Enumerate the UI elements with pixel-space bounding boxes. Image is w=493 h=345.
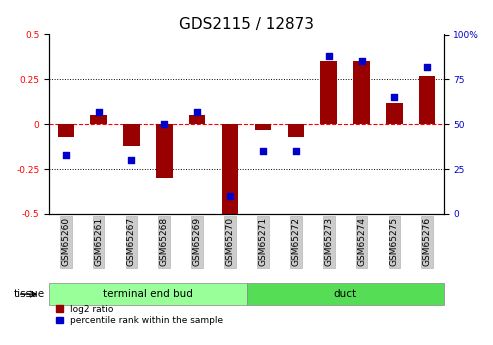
Bar — [189, 115, 206, 124]
Point — [160, 121, 168, 127]
Bar — [222, 124, 238, 217]
Text: GSM65275: GSM65275 — [390, 217, 399, 266]
Text: GSM65271: GSM65271 — [258, 217, 267, 266]
Text: GSM65274: GSM65274 — [357, 217, 366, 266]
Point — [95, 109, 103, 115]
Point — [259, 148, 267, 154]
Point — [62, 152, 70, 157]
Bar — [419, 76, 435, 124]
Bar — [386, 103, 403, 124]
Text: GSM65276: GSM65276 — [423, 217, 432, 266]
Point — [357, 59, 365, 64]
Point — [292, 148, 300, 154]
Point — [325, 53, 333, 59]
Text: tissue: tissue — [13, 289, 44, 299]
Point — [423, 64, 431, 70]
Point — [390, 95, 398, 100]
Bar — [90, 115, 107, 124]
Point — [128, 157, 136, 163]
Title: GDS2115 / 12873: GDS2115 / 12873 — [179, 17, 314, 32]
Point — [226, 193, 234, 199]
Text: terminal end bud: terminal end bud — [103, 289, 193, 299]
Text: GSM65261: GSM65261 — [94, 217, 103, 266]
Point — [193, 109, 201, 115]
Text: duct: duct — [334, 289, 356, 299]
Text: GSM65270: GSM65270 — [226, 217, 235, 266]
Text: GSM65273: GSM65273 — [324, 217, 333, 266]
Text: GSM65268: GSM65268 — [160, 217, 169, 266]
Bar — [123, 124, 140, 146]
Bar — [353, 61, 370, 124]
Bar — [255, 124, 271, 130]
Text: GSM65260: GSM65260 — [61, 217, 70, 266]
Legend: log2 ratio, percentile rank within the sample: log2 ratio, percentile rank within the s… — [54, 303, 225, 327]
Bar — [287, 124, 304, 137]
Bar — [58, 124, 74, 137]
Bar — [156, 124, 173, 178]
Text: GSM65267: GSM65267 — [127, 217, 136, 266]
Text: GSM65272: GSM65272 — [291, 217, 300, 266]
Text: GSM65269: GSM65269 — [193, 217, 202, 266]
Bar — [320, 61, 337, 124]
